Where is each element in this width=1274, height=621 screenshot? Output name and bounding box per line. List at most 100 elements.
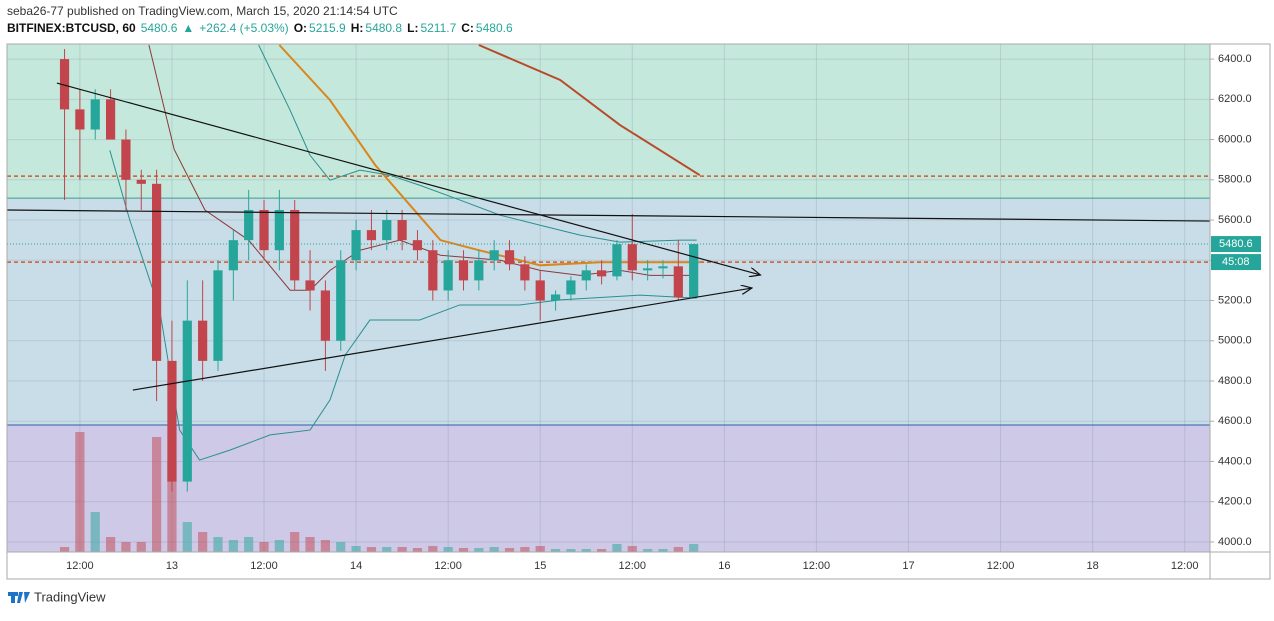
trend-line	[132, 288, 752, 391]
volume-bar	[198, 532, 208, 552]
volume-bar	[228, 540, 238, 552]
volume-bar	[504, 548, 515, 552]
volume-bar	[474, 548, 484, 552]
volume-bar	[136, 542, 146, 552]
x-tick-label: 18	[1086, 560, 1098, 572]
y-tick-label: 4600.0	[1218, 415, 1252, 427]
candle-body	[136, 179, 146, 184]
indicator-line	[258, 44, 697, 243]
candle-body	[198, 320, 208, 361]
candle-body	[59, 59, 70, 110]
y-tick-label: 6000.0	[1218, 133, 1252, 145]
header-o: 5215.9	[309, 21, 346, 35]
header-change: +262.4 (+5.03%)	[199, 21, 288, 35]
y-tick-label: 4000.0	[1218, 536, 1252, 548]
candle-body	[75, 109, 85, 130]
header-h: 5480.8	[365, 21, 402, 35]
y-tick-label: 6200.0	[1218, 93, 1252, 105]
x-tick-label: 14	[350, 560, 362, 572]
volume-bar	[612, 544, 622, 552]
price-tag-label: 5480.6	[1219, 238, 1253, 250]
candle-body	[167, 360, 177, 482]
price-tag	[1211, 236, 1261, 253]
volume-bar	[259, 542, 269, 552]
volume-bar	[643, 549, 653, 552]
candle-body	[105, 99, 116, 140]
x-tick-label: 16	[718, 560, 730, 572]
zone	[7, 425, 1210, 552]
header-arrow: ▲	[182, 21, 194, 35]
volume-bar	[581, 549, 591, 552]
x-tick-label: 12:00	[619, 560, 647, 572]
candle-body	[612, 244, 622, 277]
volume-bar	[182, 522, 192, 552]
indicator-line	[478, 44, 701, 177]
volume-bar	[520, 547, 530, 552]
volume-bar	[382, 547, 392, 552]
volume-bar	[152, 437, 162, 552]
header-symbol: BITFINEX:BTCUSD, 60	[7, 21, 136, 35]
candle-body	[336, 260, 346, 341]
candle-body	[228, 240, 238, 271]
y-tick-label: 5000.0	[1218, 335, 1252, 347]
candle-body	[397, 220, 407, 241]
candle-body	[673, 266, 683, 298]
candle-body	[305, 280, 315, 291]
volume-bar	[320, 540, 330, 552]
countdown-tag	[1211, 254, 1261, 271]
y-tick-label: 5600.0	[1218, 214, 1252, 226]
candle-body	[566, 280, 576, 295]
volume-bar	[274, 540, 284, 552]
y-tick-label: 5200.0	[1218, 294, 1252, 306]
volume-bar	[397, 547, 407, 552]
candle-body	[596, 270, 607, 277]
header-o-label: O:	[294, 21, 307, 35]
trend-line	[7, 209, 1210, 222]
x-tick-label: 12:00	[987, 560, 1015, 572]
x-tick-label: 12:00	[434, 560, 462, 572]
volume-bar	[443, 547, 453, 552]
volume-bar	[336, 542, 346, 552]
candle-body	[689, 244, 699, 298]
candle-body	[152, 183, 162, 361]
volume-bar	[689, 544, 699, 552]
candle-body	[474, 260, 484, 281]
header-h-label: H:	[351, 21, 364, 35]
candle-body	[535, 280, 545, 301]
x-tick-label: 12:00	[1171, 560, 1199, 572]
volume-bar	[535, 546, 545, 552]
candle-body	[550, 294, 561, 301]
candle-body	[443, 260, 453, 291]
candle-body	[504, 250, 515, 265]
header-c: 5480.6	[476, 21, 513, 35]
candle-body	[581, 270, 591, 281]
volume-bar	[90, 512, 100, 552]
x-tick-label: 17	[902, 560, 914, 572]
y-tick-label: 4400.0	[1218, 455, 1252, 467]
candle-body	[458, 260, 469, 281]
volume-bar	[596, 549, 607, 552]
volume-bar	[566, 549, 576, 552]
x-tick-label: 13	[166, 560, 178, 572]
trend-line	[56, 82, 761, 275]
candle-body	[382, 220, 392, 241]
y-tick-label: 4200.0	[1218, 496, 1252, 508]
candle-body	[520, 264, 530, 281]
header-last: 5480.6	[141, 21, 178, 35]
y-tick-label: 4800.0	[1218, 375, 1252, 387]
header-c-label: C:	[461, 21, 474, 35]
candle-body	[320, 290, 330, 341]
y-tick-label: 6400.0	[1218, 53, 1252, 65]
header-l: 5211.7	[420, 21, 456, 35]
header-l-label: L:	[407, 21, 418, 35]
volume-bar	[121, 542, 131, 552]
volume-bar	[550, 549, 561, 552]
volume-bar	[105, 537, 116, 552]
candle-body	[274, 209, 284, 251]
zone	[7, 44, 1210, 199]
indicator-line	[278, 44, 700, 267]
x-tick-label: 15	[534, 560, 546, 572]
volume-bar	[213, 537, 223, 552]
volume-bar	[75, 432, 85, 552]
